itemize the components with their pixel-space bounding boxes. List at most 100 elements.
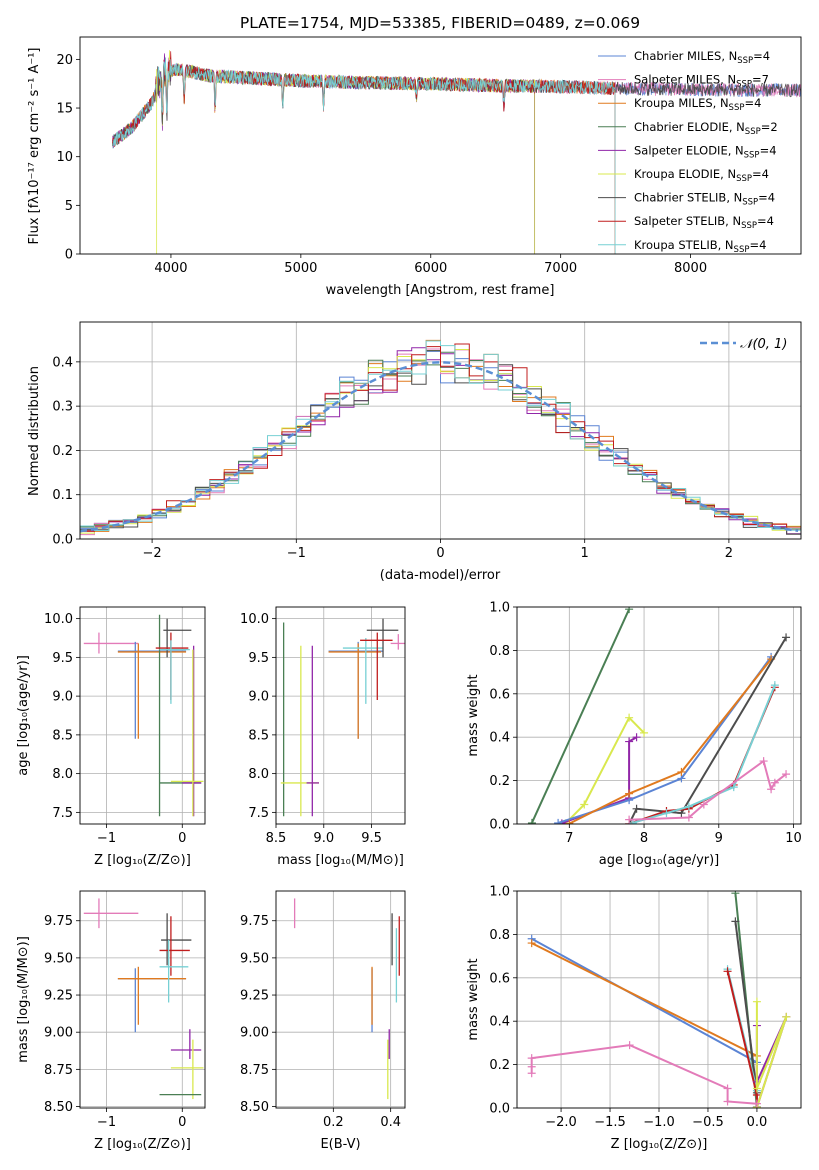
age-weight-marker [767, 785, 776, 794]
spectrum-title: PLATE=1754, MJD=53385, FIBERID=0489, z=0… [240, 14, 640, 32]
z-age-ytick-label: 10.0 [44, 612, 73, 627]
age-weight-ytick-label: 0.4 [489, 731, 510, 746]
legend-label-sub: SSP [734, 245, 750, 255]
legend-label-salpeter-elodie: Salpeter ELODIE, NSSP=4 [634, 143, 777, 160]
z-weight-frame [516, 890, 802, 1109]
ebv-mass-grid [276, 891, 405, 1108]
z-age-ytick-label: 9.5 [52, 651, 73, 666]
age-weight-marker [699, 800, 708, 809]
legend-label-sub: SSP [736, 174, 752, 184]
z-weight-ytick-label: 1.0 [489, 885, 510, 900]
z-weight-xtick-label: −1.0 [643, 1115, 675, 1130]
z-weight-marker [625, 1041, 634, 1050]
mass-age-xlabel: mass [log₁₀(M/M⊙)] [277, 853, 404, 868]
legend-label-kroupa-miles: Kroupa MILES, NSSP=4 [634, 96, 761, 113]
z-weight-marker [527, 939, 536, 948]
legend-label-name: Salpeter STELIB, N [634, 214, 741, 228]
residuals-xtick-label: 2 [725, 546, 733, 561]
legend-label-sub: SSP [736, 80, 752, 90]
normal-legend-label: 𝒩(0, 1) [740, 337, 787, 352]
ebv-mass-ytick-label: 9.50 [240, 951, 269, 966]
legend-label-suffix: =4 [760, 143, 777, 157]
spectrum-xtick-label: 4000 [154, 261, 187, 276]
age-weight-marker [632, 804, 641, 813]
spectrum-plot-area: 4000 5000 6000 7000 8000 0 5 10 15 20 [56, 36, 802, 276]
z-weight-line-kroupa-elodie [755, 1001, 788, 1108]
z-weight-grid [517, 890, 801, 1109]
legend-label-suffix: =4 [752, 167, 769, 181]
legend-label-name: Kroupa MILES, N [634, 96, 729, 110]
z-mass-xtick-label: 0 [178, 1115, 186, 1130]
z-weight-marker [752, 997, 761, 1006]
z-mass-xtick-label: −1 [97, 1115, 116, 1130]
age-weight-marker [782, 633, 791, 642]
legend-label-name: Kroupa STELIB, N [634, 238, 734, 252]
legend-label-sub: SSP [744, 150, 760, 160]
ebv-mass-xtick-label: 0.2 [323, 1115, 344, 1130]
z-age-xtick-label: −1 [97, 831, 116, 846]
z-weight-xtick-label: 0.0 [747, 1115, 768, 1130]
z-mass-xlabel: Z [log₁₀(Z/Z⊙)] [94, 1137, 191, 1152]
z-age-xlabel: Z [log₁₀(Z/Z⊙)] [94, 853, 191, 868]
age-weight-ylabel: mass weight [466, 674, 481, 756]
z-mass-panel: −1 0 8.50 8.75 9.00 9.25 9.50 9.75 Z [log₁₀(Z/Z⊙… [16, 890, 206, 1152]
legend-label-suffix: =4 [744, 96, 761, 110]
spectrum-ytick-label: 10 [56, 150, 73, 165]
legend-label-suffix: =7 [752, 73, 769, 87]
z-weight-xtick-label: −2.0 [545, 1115, 577, 1130]
spectrum-xlabel: wavelength [Angstrom, rest frame] [326, 283, 555, 298]
legend-label-sub: SSP [745, 127, 761, 137]
age-weight-marker [684, 813, 693, 822]
ebv-mass-ytick-label: 9.25 [240, 989, 269, 1004]
age-weight-line-salpeter-stelib [628, 686, 776, 824]
age-weight-marker [580, 800, 589, 809]
z-age-ytick-label: 9.0 [52, 690, 73, 705]
legend-label-chabrier-miles: Chabrier MILES, NSSP=4 [634, 49, 770, 66]
spectrum-xtick-label: 5000 [284, 261, 317, 276]
age-weight-xlabel: age [log₁₀(age/yr)] [599, 853, 720, 868]
spectrum-xtick-label: 8000 [674, 261, 707, 276]
residuals-xtick-label: 0 [436, 546, 444, 561]
spectrum-line-kroupa-stelib [112, 57, 616, 254]
residuals-xtick-label: −2 [143, 546, 162, 561]
z-age-ytick-label: 8.0 [52, 767, 73, 782]
z-weight-ytick-label: 0.0 [489, 1102, 510, 1117]
z-weight-marker [527, 1054, 536, 1063]
mass-age-xtick-label: 9.5 [361, 831, 382, 846]
histogram-xlabel: (data-model)/error [380, 568, 501, 583]
age-weight-marker [632, 733, 641, 742]
legend-label-name: Salpeter MILES, N [634, 73, 736, 87]
ebv-mass-ytick-label: 8.50 [240, 1100, 269, 1115]
legend-label-sub: SSP [729, 103, 745, 113]
z-mass-ytick-label: 9.75 [44, 914, 73, 929]
z-weight-line-salpeter-stelib [726, 971, 758, 1108]
spectrum-panel: PLATE=1754, MJD=53385, FIBERID=0489, z=0… [27, 14, 802, 298]
legend-label-chabrier-elodie: Chabrier ELODIE, NSSP=2 [634, 120, 778, 137]
legend-label-sub: SSP [737, 56, 753, 66]
age-weight-marker [759, 757, 768, 766]
ebv-mass-frame [275, 890, 406, 1109]
age-weight-marker [625, 737, 634, 746]
age-weight-line-chabrier-elodie [530, 608, 631, 824]
histogram-ylabel: Normed distribution [27, 366, 42, 496]
z-mass-ytick-label: 9.50 [44, 951, 73, 966]
spectrum-ytick-label: 0 [65, 248, 73, 263]
histogram-plot-area: −2 −1 0 1 2 0.0 0.1 0.2 0.3 0.4 [52, 321, 802, 561]
age-weight-line-kroupa-elodie [564, 716, 645, 824]
z-weight-marker [723, 967, 732, 976]
spectrum-line-chabrier-elodie [112, 60, 536, 254]
mass-age-ytick-label: 8.0 [248, 767, 269, 782]
age-weight-marker [527, 818, 536, 824]
age-weight-marker [770, 778, 779, 787]
age-weight-marker [677, 767, 686, 776]
mass-age-ytick-label: 7.5 [248, 806, 269, 821]
z-weight-line-salpeter-miles [530, 1044, 757, 1105]
z-weight-line-kroupa-miles [531, 942, 758, 1108]
normal-curve [80, 361, 799, 533]
z-weight-ytick-label: 0.6 [489, 971, 510, 986]
z-mass-errorbars [83, 898, 204, 1100]
age-weight-line-chabrier-miles [557, 656, 772, 824]
z-mass-ytick-label: 8.50 [44, 1100, 73, 1115]
z-mass-ytick-label: 9.00 [44, 1026, 73, 1041]
